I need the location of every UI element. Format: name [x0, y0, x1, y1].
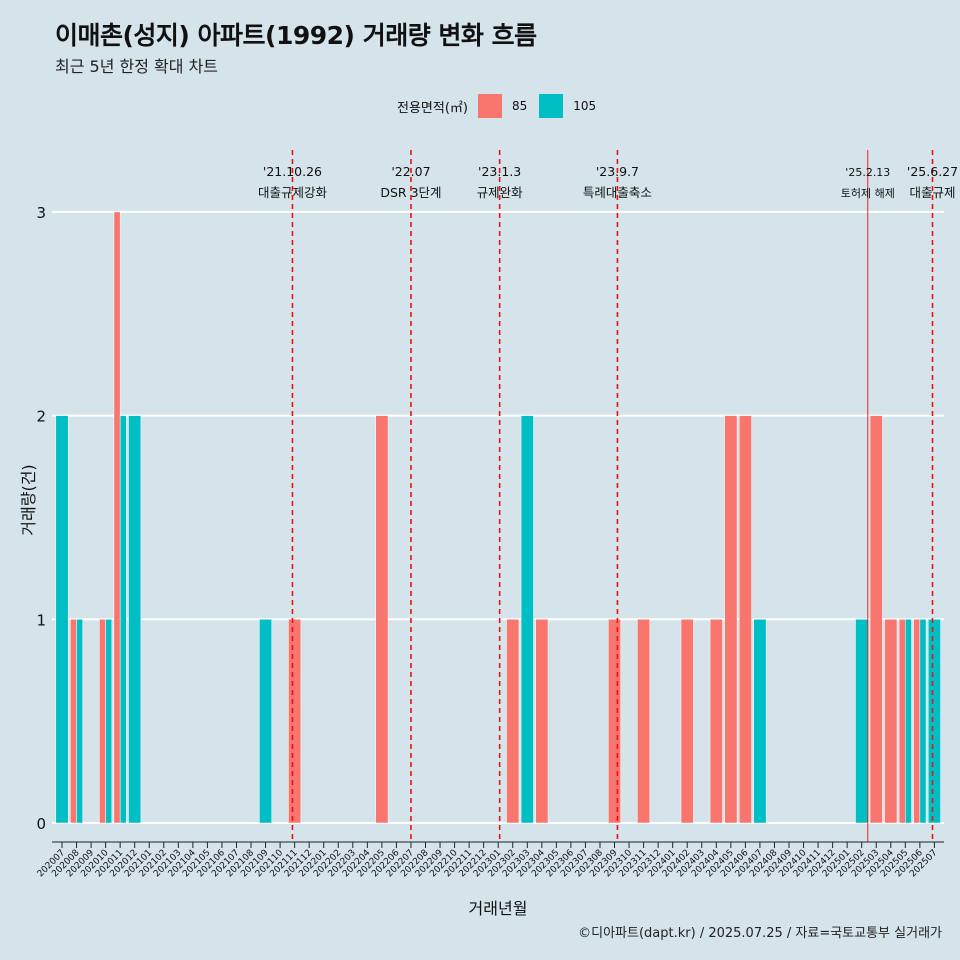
chart-title: 이매촌(성지) 아파트(1992) 거래량 변화 흐름 — [55, 21, 537, 50]
x-axis-title: 거래년월 — [469, 899, 528, 918]
bar-105 — [855, 619, 869, 824]
bar-85 — [869, 415, 883, 824]
bar-85 — [608, 619, 621, 824]
bar-85 — [535, 619, 549, 824]
bar-85 — [898, 619, 906, 824]
bar-105 — [259, 619, 273, 824]
bar-105 — [753, 619, 767, 824]
event-date-label: '23.9.7 — [596, 164, 639, 179]
y-tick-label: 0 — [36, 815, 46, 833]
event-date-label: '23.1.3 — [478, 164, 521, 179]
event-name-label: DSR 3단계 — [380, 185, 441, 200]
event-name-label: 특례대출축소 — [583, 185, 652, 200]
bar-85 — [506, 619, 520, 824]
bar-85 — [637, 619, 651, 824]
bar-105 — [119, 415, 127, 824]
event-date-label: '25.2.13 — [845, 166, 890, 179]
bar-85 — [913, 619, 921, 824]
y-axis-title: 거래량(건) — [19, 464, 38, 535]
bar-85 — [709, 619, 723, 824]
legend-label-105: 105 — [573, 99, 597, 113]
chart-subtitle: 최근 5년 한정 확대 차트 — [55, 57, 219, 76]
event-name-label: 토허제 해제 — [841, 186, 895, 200]
legend-title: 전용면적(㎡) — [397, 100, 468, 116]
bar-85 — [724, 415, 738, 824]
y-tick-label: 3 — [36, 204, 46, 222]
bar-105 — [919, 619, 927, 824]
y-tick-label: 1 — [36, 611, 46, 629]
legend: 전용면적(㎡) 85 105 — [397, 94, 608, 118]
bar-105 — [55, 415, 69, 824]
bar-85 — [375, 415, 389, 824]
bar-85 — [288, 619, 302, 824]
caption: ©디아파트(dapt.kr) / 2025.07.25 / 자료=국토교통부 실… — [578, 926, 942, 941]
bar-105 — [105, 619, 113, 824]
bar-85 — [738, 415, 752, 824]
bar-105 — [520, 415, 534, 824]
bar-105 — [905, 619, 912, 824]
legend-label-85: 85 — [511, 99, 528, 113]
event-date-label: '25.6.27 — [907, 164, 958, 179]
event-date-label: '21.10.26 — [263, 164, 322, 179]
bar-85 — [680, 619, 694, 824]
bar-105 — [76, 619, 83, 824]
bar-85 — [113, 211, 121, 824]
event-name-label: 대출규제 — [910, 185, 956, 200]
legend-swatch-105 — [539, 94, 564, 118]
event-name-label: 규제완화 — [477, 185, 524, 200]
bar-85 — [99, 619, 106, 824]
bar-85 — [70, 619, 77, 824]
y-tick-label: 2 — [36, 408, 46, 426]
bar-105 — [128, 415, 142, 824]
bar-85 — [884, 619, 898, 824]
legend-swatch-85 — [477, 94, 502, 118]
bar-105 — [927, 619, 941, 824]
event-date-label: '22.07 — [391, 164, 430, 179]
event-name-label: 대출규제강화 — [258, 185, 328, 200]
